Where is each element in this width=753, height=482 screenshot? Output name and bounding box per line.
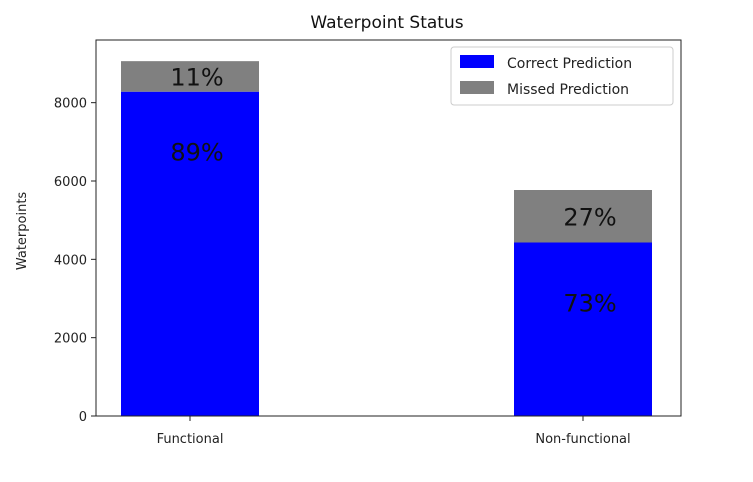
percent-label-correct-1: 89%: [170, 139, 223, 167]
chart-title: Waterpoint Status: [310, 13, 463, 33]
percent-label-missed-2: 27%: [563, 203, 616, 231]
y-tick-label-3: 6000: [54, 175, 87, 190]
bar-correct-1: [121, 91, 259, 416]
bar-correct-2: [514, 242, 652, 416]
y-axis: 0 2000 4000 6000 8000: [54, 97, 96, 425]
legend-label-missed: Missed Prediction: [507, 82, 629, 98]
x-tick-label-1: Non-functional: [535, 432, 630, 447]
plot-frame: [95, 39, 682, 417]
bar-missed-2: [514, 190, 652, 243]
bar-missed-1: [121, 61, 259, 92]
legend-label-correct: Correct Prediction: [507, 56, 632, 72]
y-axis-label: Waterpoints: [15, 192, 30, 271]
y-tick-label-2: 4000: [54, 253, 87, 268]
x-tick-label-0: Functional: [157, 432, 224, 447]
y-tick-label-4: 8000: [54, 97, 87, 112]
percent-label-correct-2: 73%: [563, 289, 616, 317]
x-axis: Functional Non-functional: [157, 416, 631, 447]
y-tick-label-0: 0: [79, 410, 87, 425]
y-tick-label-1: 2000: [54, 332, 87, 347]
bars-group: 89% 11% 73% 27%: [121, 61, 652, 416]
legend-swatch-correct: [460, 55, 494, 68]
percent-label-missed-1: 11%: [170, 63, 223, 91]
legend-swatch-missed: [460, 81, 494, 94]
legend-box: [450, 46, 674, 106]
legend: Correct Prediction Missed Prediction: [450, 46, 674, 106]
